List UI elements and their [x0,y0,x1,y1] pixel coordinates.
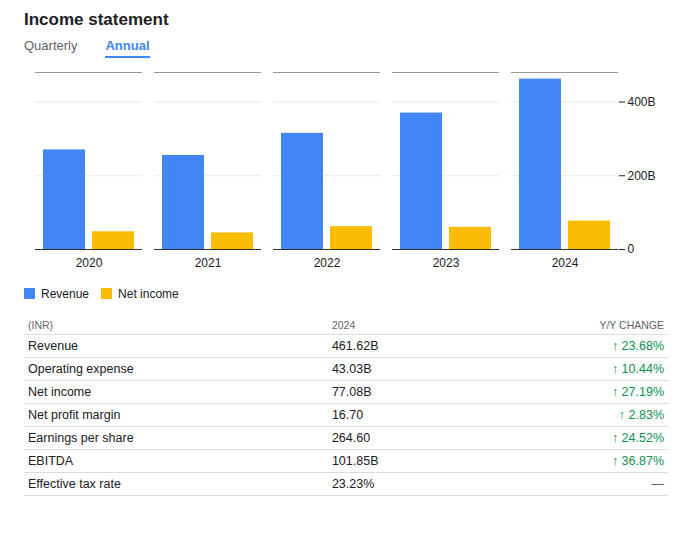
html-text:Operating expense: Operating expense [28,362,134,376]
html-text:Y/Y CHANGE: Y/Y CHANGE [599,319,664,331]
html-text:16.70: 16.70 [331,408,364,422]
html-text:EBITDA: EBITDA [28,454,74,468]
html-text:↑ 36.87%: ↑ 36.87% [611,454,664,468]
html-text:↑ 23.68%: ↑ 23.68% [611,339,664,353]
html-text:43.03B: 43.03B [331,362,372,376]
svg-text:200B: 200B [628,169,656,183]
html-text:Quarterly: Quarterly [24,38,78,53]
html-text:Effective tax rate: Effective tax rate [28,477,121,491]
svg-text:2023: 2023 [433,256,460,270]
html-text:101.85B: 101.85B [331,454,379,468]
svg-text:2020: 2020 [76,256,103,270]
svg-text:2024: 2024 [552,256,579,270]
html-text:↑ 2.83%: ↑ 2.83% [618,408,664,422]
html-text:Revenue: Revenue [41,286,89,301]
svg-text:2022: 2022 [314,256,341,270]
html-text:Net profit margin: Net profit margin [28,408,121,422]
html-text:Net income: Net income [28,385,92,399]
html-text:Annual: Annual [105,38,150,53]
html-text:↑ 27.19%: ↑ 27.19% [611,385,664,399]
svg-text:400B: 400B [628,95,656,109]
html-text:264.60: 264.60 [331,431,371,445]
html-text:461.62B: 461.62B [331,339,379,353]
html-text:23.23%: 23.23% [331,477,375,491]
html-text:↑ 10.44%: ↑ 10.44% [611,362,664,376]
html-text:(INR): (INR) [28,319,54,331]
html-text:Revenue: Revenue [28,339,78,353]
html-text:2024: 2024 [331,319,356,331]
svg-text:2021: 2021 [195,256,222,270]
html-text:77.08B: 77.08B [331,385,372,399]
html-text:Earnings per share: Earnings per share [28,431,134,445]
html-text:↑ 24.52%: ↑ 24.52% [611,431,664,445]
svg-text:0: 0 [628,242,635,256]
html-text:Income statement: Income statement [24,10,169,29]
html-text:Net income: Net income [118,286,179,301]
